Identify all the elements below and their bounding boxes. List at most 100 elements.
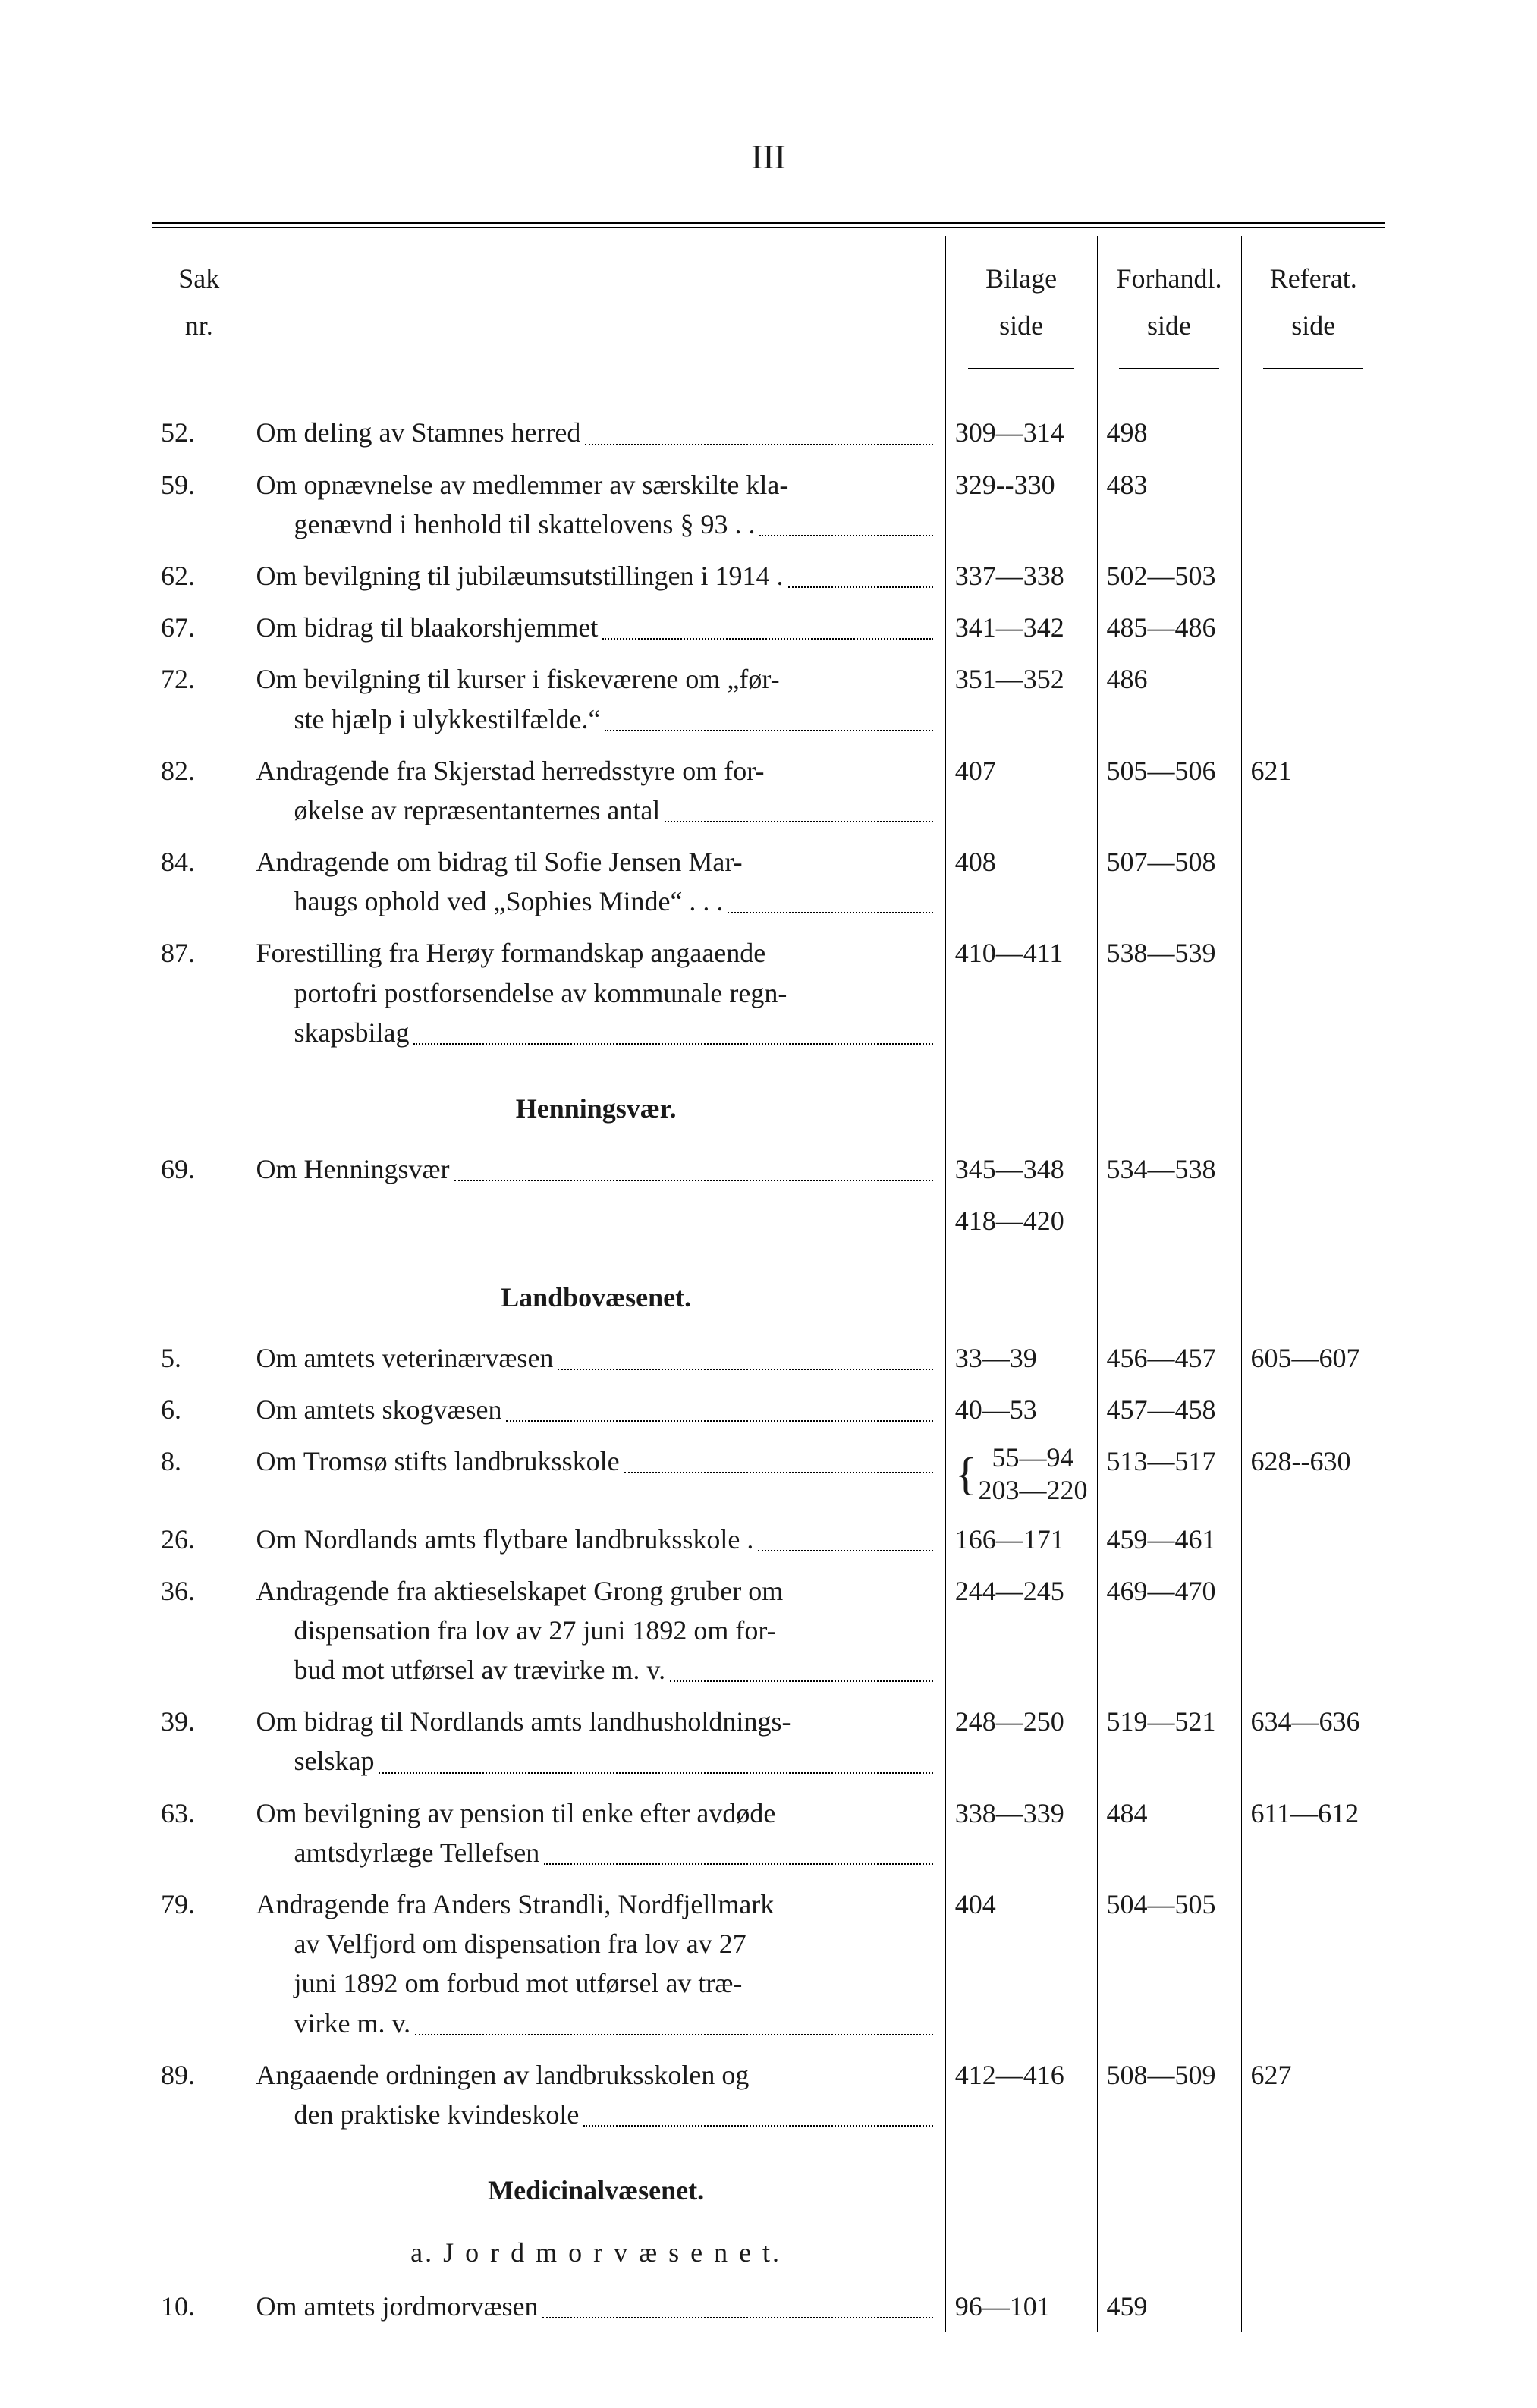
index-table: Sak nr. Bilage side Forhandl. side Refer… [152,236,1385,2332]
table-row: 5. Om amtets veterinærvæsen 33—39 456—45… [152,1332,1385,1384]
referat-side [1241,407,1385,458]
bilage-side: 166—171 [945,1514,1097,1565]
bilage-side: 345—348 [945,1143,1097,1195]
table-row-extra: 418—420 [152,1195,1385,1246]
sak-nr: 62. [152,550,247,602]
table-row: 87. Forestilling fra Herøy formandskap a… [152,927,1385,1058]
sak-nr: 84. [152,836,247,927]
col-sak-header: Sak nr. [152,236,247,407]
bilage-side: 40—53 [945,1384,1097,1435]
sak-nr: 10. [152,2281,247,2332]
sak-nr: 36. [152,1565,247,1696]
table-row: 59. Om opnævnelse av medlemmer av særski… [152,459,1385,550]
forhandl-side: 456—457 [1097,1332,1241,1384]
table-row: 89. Angaaende ordningen av landbruksskol… [152,2049,1385,2140]
table-row: 72. Om bevilgning til kurser i fiskevære… [152,653,1385,744]
bilage-side: 412—416 [945,2049,1097,2140]
referat-side: 621 [1241,745,1385,836]
forhandl-side: 469—470 [1097,1565,1241,1696]
referat-side: 634—636 [1241,1696,1385,1787]
table-row: 63. Om bevilgning av pension til enke ef… [152,1787,1385,1878]
bilage-side: 410—411 [945,927,1097,1058]
sak-nr: 8. [152,1435,247,1513]
description: Andragende om bidrag til Sofie Jensen Ma… [247,836,945,927]
description: Andragende fra Skjerstad herredsstyre om… [247,745,945,836]
referat-side [1241,1143,1385,1195]
table-row: 26. Om Nordlands amts flytbare landbruks… [152,1514,1385,1565]
bilage-side: 309—314 [945,407,1097,458]
description: Om opnævnelse av medlemmer av særskilte … [247,459,945,550]
referat-side [1241,927,1385,1058]
table-row: 8. Om Tromsø stifts landbruksskole {55—9… [152,1435,1385,1513]
bilage-side: 96—101 [945,2281,1097,2332]
description: Andragende fra Anders Strandli, Nordfjel… [247,1878,945,2049]
table-header-row: Sak nr. Bilage side Forhandl. side Refer… [152,236,1385,407]
description: Om bidrag til blaakorshjemmet [247,602,945,653]
table-row: 62. Om bevilgning til jubilæumsutstillin… [152,550,1385,602]
sak-nr: 26. [152,1514,247,1565]
table-row: 69. Om Henningsvær 345—348 534—538 [152,1143,1385,1195]
forhandl-side: 538—539 [1097,927,1241,1058]
forhandl-side: 505—506 [1097,745,1241,836]
description: Om Tromsø stifts landbruksskole [247,1435,945,1513]
document-page: III Sak nr. Bilage side Forhandl. side [0,0,1537,2408]
sak-nr: 67. [152,602,247,653]
bilage-side: 338—339 [945,1787,1097,1878]
bilage-side: 351—352 [945,653,1097,744]
bilage-side: {55—94203—220 [945,1435,1097,1513]
forhandl-side: 513—517 [1097,1435,1241,1513]
sak-nr: 52. [152,407,247,458]
referat-side [1241,1565,1385,1696]
table-row: 67. Om bidrag til blaakorshjemmet 341—34… [152,602,1385,653]
description: Om bevilgning til jubilæumsutstillingen … [247,550,945,602]
bilage-side: 408 [945,836,1097,927]
section-subheading: a. J o r d m o r v æ s e n e t. [247,2225,945,2280]
table-row: 79. Andragende fra Anders Strandli, Nord… [152,1878,1385,2049]
sak-nr: 39. [152,1696,247,1787]
referat-side [1241,2281,1385,2332]
referat-side [1241,836,1385,927]
description: Om amtets skogvæsen [247,1384,945,1435]
section-heading-row: Henningsvær. [152,1058,1385,1143]
forhandl-side: 507—508 [1097,836,1241,927]
description: Om amtets veterinærvæsen [247,1332,945,1384]
sak-nr: 87. [152,927,247,1058]
description: Om amtets jordmorvæsen [247,2281,945,2332]
table-row: 52. Om deling av Stamnes herred 309—314 … [152,407,1385,458]
sak-nr: 79. [152,1878,247,2049]
referat-side [1241,1514,1385,1565]
referat-side: 628--630 [1241,1435,1385,1513]
table-row: 39. Om bidrag til Nordlands amts landhus… [152,1696,1385,1787]
table-row: 6. Om amtets skogvæsen 40—53 457—458 [152,1384,1385,1435]
description: Om bidrag til Nordlands amts landhushold… [247,1696,945,1787]
bilage-side: 244—245 [945,1565,1097,1696]
description: Forestilling fra Herøy formandskap angaa… [247,927,945,1058]
top-rule [152,222,1385,228]
referat-side [1241,653,1385,744]
bilage-side: 248—250 [945,1696,1097,1787]
bilage-side: 337—338 [945,550,1097,602]
forhandl-side: 498 [1097,407,1241,458]
section-heading: Henningsvær. [247,1058,945,1143]
bilage-side: 329--330 [945,459,1097,550]
description: Om bevilgning av pension til enke efter … [247,1787,945,1878]
section-subheading-row: a. J o r d m o r v æ s e n e t. [152,2225,1385,2280]
description: Angaaende ordningen av landbruksskolen o… [247,2049,945,2140]
bilage-side: 407 [945,745,1097,836]
sak-nr: 72. [152,653,247,744]
forhandl-side: 485—486 [1097,602,1241,653]
forhandl-side: 483 [1097,459,1241,550]
bilage-side: 341—342 [945,602,1097,653]
table-row: 36. Andragende fra aktieselskapet Grong … [152,1565,1385,1696]
referat-side: 627 [1241,2049,1385,2140]
forhandl-side: 486 [1097,653,1241,744]
bilage-side: 404 [945,1878,1097,2049]
col-bilage-header: Bilage side [945,236,1097,407]
forhandl-side: 504—505 [1097,1878,1241,2049]
table-row: 84. Andragende om bidrag til Sofie Jense… [152,836,1385,927]
description: Andragende fra aktieselskapet Grong grub… [247,1565,945,1696]
bilage-side-extra: 418—420 [945,1195,1097,1246]
sak-nr: 82. [152,745,247,836]
bilage-side: 33—39 [945,1332,1097,1384]
referat-side [1241,602,1385,653]
